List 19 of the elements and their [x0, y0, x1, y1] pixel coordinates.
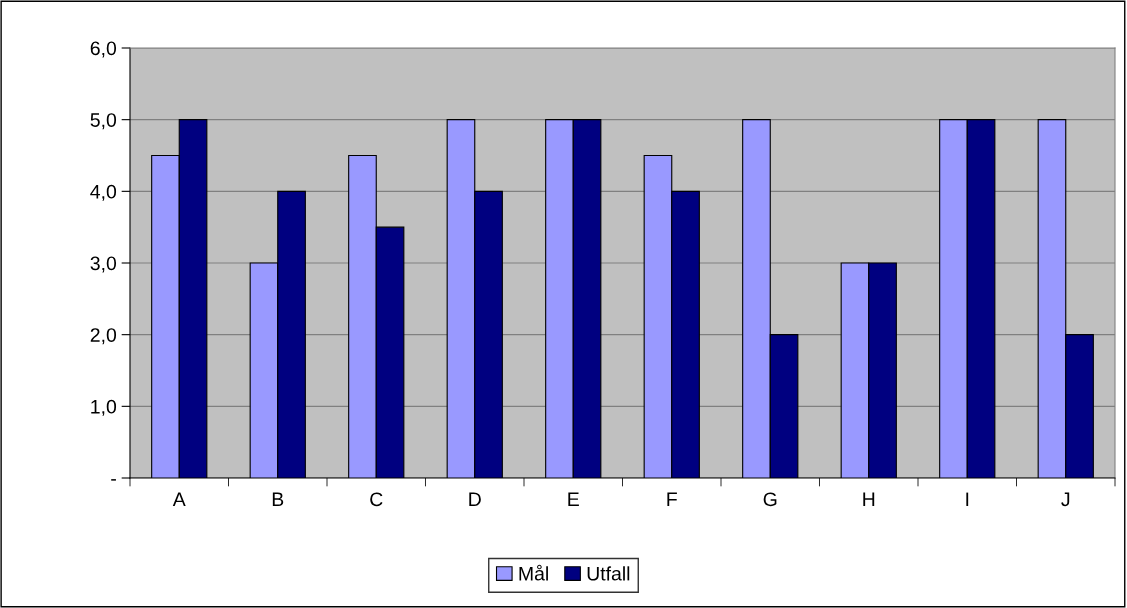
y-tick-label: 2,0 — [90, 328, 117, 345]
x-tick-label: B — [272, 492, 284, 506]
legend-label: Mål — [519, 564, 548, 581]
x-tick-label: E — [568, 492, 579, 506]
x-tick-label: J — [1061, 492, 1070, 507]
y-tick-label: 6,0 — [90, 41, 117, 58]
x-tick-label: C — [370, 492, 383, 507]
y-tick-label: 5,0 — [90, 113, 117, 130]
y-tick-label: 1,0 — [91, 399, 117, 416]
y-tick-label: 3,0 — [90, 256, 117, 273]
x-tick-label: I — [966, 492, 969, 506]
x-tick-label: A — [172, 492, 186, 506]
x-tick-label: D — [469, 492, 481, 506]
x-tick-label: F — [667, 492, 677, 506]
x-tick-label: G — [763, 492, 777, 507]
x-tick-label: H — [863, 492, 875, 506]
legend-label: Utfall — [587, 566, 630, 581]
y-tick-label: 4,0 — [90, 184, 117, 201]
y-tick-label: - — [111, 479, 116, 481]
